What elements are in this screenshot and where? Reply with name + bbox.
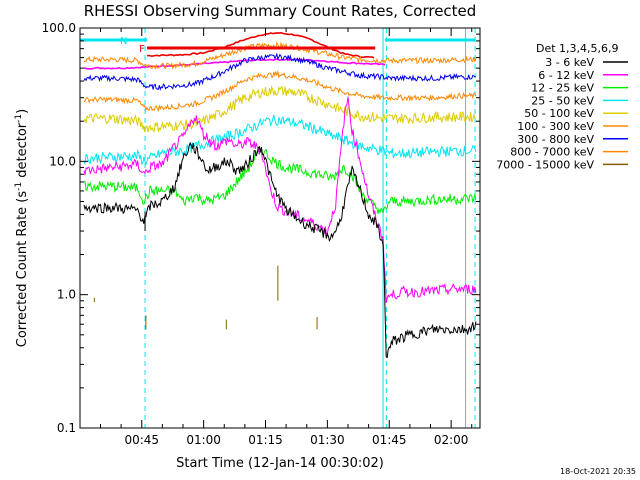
series-line-6 [83, 52, 476, 91]
legend-label: 300 - 800 keV [517, 133, 594, 146]
chart-title: RHESSI Observing Summary Count Rates, Co… [84, 2, 477, 20]
legend-label: 7000 - 15000 keV [496, 158, 594, 171]
x-tick-label: 01:00 [186, 433, 221, 447]
legend-label: 25 - 50 keV [531, 94, 594, 107]
reference-line [147, 31, 375, 59]
y-tick-label: 0.1 [57, 421, 76, 435]
series-line-5 [83, 70, 477, 112]
reference-line [83, 58, 386, 70]
flag-label-N: N [120, 36, 127, 47]
y-tick-label: 1.0 [57, 288, 76, 302]
series-line-1 [83, 96, 477, 303]
legend-label: 800 - 7000 keV [510, 146, 594, 159]
x-tick-label: 02:00 [434, 433, 469, 447]
legend-label: 6 - 12 keV [538, 69, 594, 82]
x-axis-label: Start Time (12-Jan-14 00:30:02) [176, 456, 384, 471]
legend-label: 50 - 100 keV [524, 107, 594, 120]
y-tick-label: 100.0 [42, 21, 76, 35]
x-tick-label: 01:45 [372, 433, 407, 447]
series-line-3 [83, 114, 477, 166]
series-line-4 [83, 84, 476, 133]
timestamp: 18-Oct-2021 20:35 [560, 467, 636, 476]
legend-title: Det 1,3,4,5,6,9 [536, 42, 619, 55]
series-line-0 [83, 141, 477, 359]
x-tick-label: 01:15 [248, 433, 283, 447]
legend-label: 12 - 25 keV [531, 82, 594, 95]
flag-label-F: F [139, 44, 145, 55]
series-line-2 [83, 146, 477, 215]
legend-label: 100 - 300 keV [517, 120, 594, 133]
x-tick-label: 00:45 [124, 433, 159, 447]
plot-frame [79, 27, 481, 429]
x-tick-label: 01:30 [310, 433, 345, 447]
y-tick-label: 10.0 [49, 154, 76, 168]
y-axis-label: Corrected Count Rate (s-1 detector-1) [14, 109, 30, 347]
legend-label: 3 - 6 keV [545, 56, 594, 69]
